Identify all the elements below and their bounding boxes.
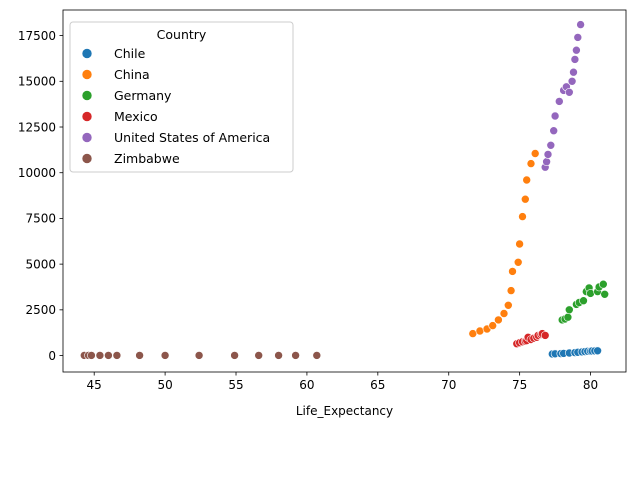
point-germany-3	[564, 305, 574, 315]
point-china-7	[506, 286, 516, 295]
x-axis-ticks: 45 50 55 60 65 70 75 80	[87, 372, 598, 392]
legend-label: Germany	[114, 88, 172, 103]
series-china	[468, 149, 540, 338]
point-united-states-of-america-10	[567, 77, 577, 86]
legend-item-china: China	[81, 67, 150, 82]
x-tick-label: 75	[512, 378, 527, 392]
legend-marker	[81, 153, 93, 164]
legend-label: Chile	[114, 46, 146, 61]
y-tick-label: 2500	[25, 303, 56, 317]
legend-marker	[81, 132, 93, 143]
point-china-3	[488, 321, 498, 330]
legend-marker	[81, 48, 93, 59]
legend: Country Chile China Germany Mexico United St…	[69, 21, 294, 173]
point-zimbabwe-5	[112, 351, 122, 360]
point-united-states-of-america-12	[570, 55, 580, 64]
legend-label: Zimbabwe	[114, 151, 180, 166]
point-united-states-of-america-1	[542, 157, 551, 166]
y-tick-label: 15000	[18, 75, 56, 89]
axes-frame	[62, 9, 627, 373]
point-united-states-of-america-11	[569, 67, 578, 77]
point-united-states-of-america-3	[546, 141, 556, 150]
point-zimbabwe-11	[274, 351, 283, 360]
x-tick-label: 55	[228, 378, 243, 392]
point-united-states-of-america-6	[554, 97, 564, 106]
x-tick-label: 50	[157, 378, 172, 392]
point-united-states-of-america-14	[573, 33, 583, 42]
legend-item-chile: Chile	[81, 46, 146, 61]
point-zimbabwe-13	[312, 351, 322, 360]
point-mexico-12	[540, 331, 550, 340]
point-china-6	[503, 300, 513, 310]
legend-marker	[81, 111, 93, 122]
point-zimbabwe-12	[291, 351, 300, 360]
y-tick-label: 12500	[18, 120, 56, 134]
x-tick-label: 60	[299, 378, 314, 392]
scatter-marks	[80, 20, 610, 360]
point-germany-9	[586, 289, 595, 298]
point-zimbabwe-2	[87, 351, 96, 360]
point-united-states-of-america-2	[543, 150, 553, 159]
point-zimbabwe-3	[95, 351, 105, 360]
y-tick-label: 7500	[25, 212, 56, 226]
legend-title: Country	[157, 27, 207, 42]
legend-item-zimbabwe: Zimbabwe	[81, 151, 180, 166]
legend-label: China	[114, 67, 150, 82]
point-zimbabwe-10	[254, 351, 264, 360]
point-united-states-of-america-15	[576, 20, 585, 29]
point-zimbabwe-8	[194, 351, 204, 360]
point-china-4	[494, 315, 503, 325]
point-china-14	[526, 159, 536, 168]
point-china-13	[522, 175, 532, 185]
y-tick-label: 0	[48, 349, 56, 363]
x-tick-label: 70	[441, 378, 456, 392]
x-tick-label: 65	[370, 378, 385, 392]
legend-item-united-states-of-america: United States of America	[81, 130, 270, 145]
point-germany-12	[598, 279, 608, 289]
series-zimbabwe	[80, 351, 322, 360]
point-germany-2	[563, 312, 573, 322]
y-tick-label: 17500	[18, 29, 56, 43]
legend-label: United States of America	[114, 130, 270, 145]
series-chile	[547, 346, 602, 359]
x-tick-label: 45	[87, 378, 102, 392]
point-united-states-of-america-5	[550, 111, 560, 121]
y-tick-label: 10000	[18, 166, 56, 180]
point-china-9	[513, 257, 523, 267]
point-china-0	[468, 329, 478, 338]
point-zimbabwe-9	[230, 351, 239, 360]
series-mexico	[512, 329, 550, 349]
point-chile-13	[593, 346, 602, 356]
axes	[62, 9, 627, 373]
y-axis-ticks: 0 2500 5000 7500 10000 12500 15000 17500	[18, 29, 63, 363]
legend-marker	[81, 90, 93, 101]
point-germany-13	[600, 289, 610, 299]
legend-item-mexico: Mexico	[81, 109, 158, 124]
point-china-11	[518, 212, 527, 221]
series-germany	[557, 279, 610, 325]
point-china-12	[520, 194, 530, 204]
point-united-states-of-america-13	[572, 45, 581, 55]
legend-item-germany: Germany	[81, 88, 172, 103]
point-germany-6	[579, 296, 588, 306]
x-tick-label: 80	[583, 378, 598, 392]
point-china-1	[475, 326, 485, 336]
point-china-5	[499, 309, 509, 318]
point-china-15	[530, 149, 540, 158]
point-united-states-of-america-4	[549, 126, 559, 135]
series-united-states-of-america	[540, 20, 585, 172]
point-zimbabwe-7	[160, 351, 170, 360]
legend-box	[69, 21, 294, 173]
point-china-8	[508, 267, 517, 276]
y-tick-label: 5000	[25, 257, 56, 271]
x-axis-label: Life_Expectancy	[296, 404, 393, 418]
legend-label: Mexico	[114, 109, 158, 124]
point-zimbabwe-4	[104, 351, 113, 360]
point-zimbabwe-6	[135, 351, 144, 360]
point-china-10	[515, 239, 524, 249]
legend-marker	[81, 69, 93, 80]
point-united-states-of-america-9	[564, 88, 574, 97]
